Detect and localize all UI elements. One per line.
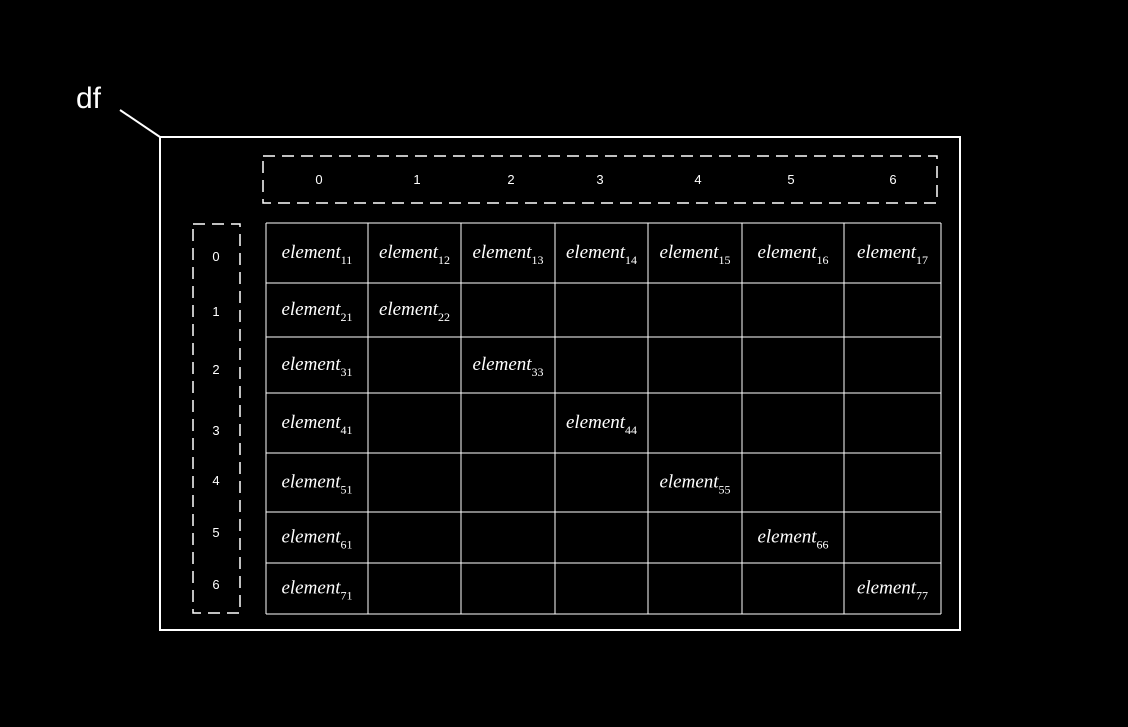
cell-value: element44: [566, 412, 637, 437]
cell-value-base: element: [472, 354, 532, 375]
cell-value: element15: [659, 242, 730, 267]
cell-value: element51: [281, 472, 352, 497]
cell-value-base: element: [757, 242, 817, 263]
cell-value-base: element: [659, 472, 719, 493]
cell-value: element41: [281, 412, 352, 437]
row-index-label: 0: [212, 249, 219, 264]
dataframe-frame: [159, 136, 961, 631]
cell-value-subscript: 21: [341, 310, 353, 324]
cell-value-subscript: 41: [341, 423, 353, 437]
cell-value-base: element: [659, 242, 719, 263]
column-index-label: 2: [507, 172, 514, 187]
cell-value-subscript: 22: [438, 310, 450, 324]
cell-value-base: element: [281, 578, 341, 599]
cell-value-base: element: [281, 472, 341, 493]
cell-value-base: element: [566, 242, 626, 263]
cell-value: element31: [281, 354, 352, 379]
cell-value-base: element: [281, 527, 341, 548]
cell-value-subscript: 71: [341, 589, 353, 603]
cell-value-subscript: 13: [532, 253, 544, 267]
cell-value-subscript: 55: [719, 483, 731, 497]
cell-value: element14: [566, 242, 637, 267]
cell-value-subscript: 77: [916, 589, 928, 603]
cell-value-base: element: [566, 412, 626, 433]
cell-value: element61: [281, 527, 352, 552]
cell-value-subscript: 17: [916, 253, 928, 267]
row-index-label: 3: [212, 423, 219, 438]
column-index-label: 4: [694, 172, 701, 187]
cell-value: element13: [472, 242, 543, 267]
row-index-label: 1: [212, 304, 219, 319]
column-index-label: 0: [315, 172, 322, 187]
cell-value: element55: [659, 472, 730, 497]
callout-leader-line: [119, 109, 161, 138]
cell-value-subscript: 33: [532, 365, 544, 379]
column-index-label: 3: [596, 172, 603, 187]
row-index-label: 4: [212, 473, 219, 488]
value-grid: [265, 222, 942, 615]
cell-value-subscript: 11: [341, 253, 353, 267]
cell-value-base: element: [757, 527, 817, 548]
cell-value-subscript: 31: [341, 365, 353, 379]
cell-value: element22: [379, 299, 450, 324]
column-index-label: 6: [889, 172, 896, 187]
cell-value-subscript: 66: [817, 538, 829, 552]
cell-value-subscript: 61: [341, 538, 353, 552]
cell-value-base: element: [281, 412, 341, 433]
cell-value-base: element: [857, 242, 917, 263]
cell-value: element11: [282, 242, 353, 267]
dataframe-callout-label: df: [76, 82, 102, 115]
cell-value: element33: [472, 354, 543, 379]
cell-value-subscript: 14: [625, 253, 637, 267]
column-index-label: 1: [413, 172, 420, 187]
cell-value-subscript: 12: [438, 253, 450, 267]
cell-value: element12: [379, 242, 450, 267]
cell-value: element16: [757, 242, 828, 267]
row-index-labels: 0 1 2 3 4 5 6: [212, 249, 219, 592]
cell-value: element71: [281, 578, 352, 603]
cell-value-subscript: 16: [817, 253, 829, 267]
cell-value-base: element: [857, 578, 917, 599]
cell-value: element66: [757, 527, 828, 552]
cell-value-base: element: [472, 242, 532, 263]
row-index-label: 6: [212, 577, 219, 592]
cell-value: element17: [857, 242, 928, 267]
column-index-label: 5: [787, 172, 794, 187]
cell-value-subscript: 51: [341, 483, 353, 497]
cell-value-base: element: [281, 354, 341, 375]
row-index-label: 2: [212, 362, 219, 377]
cell-value-subscript: 15: [719, 253, 731, 267]
cell-value-subscript: 44: [625, 423, 637, 437]
cell-value-base: element: [281, 299, 341, 320]
cell-value-base: element: [282, 242, 342, 263]
row-index-label: 5: [212, 525, 219, 540]
cell-value-base: element: [379, 242, 439, 263]
cell-values: element11 element12 element13 element14 elem…: [281, 242, 928, 603]
cell-value: element77: [857, 578, 928, 603]
cell-value: element21: [281, 299, 352, 324]
column-index-labels: 0 1 2 3 4 5 6: [315, 172, 896, 187]
cell-value-base: element: [379, 299, 439, 320]
row-index-box: [192, 223, 241, 614]
